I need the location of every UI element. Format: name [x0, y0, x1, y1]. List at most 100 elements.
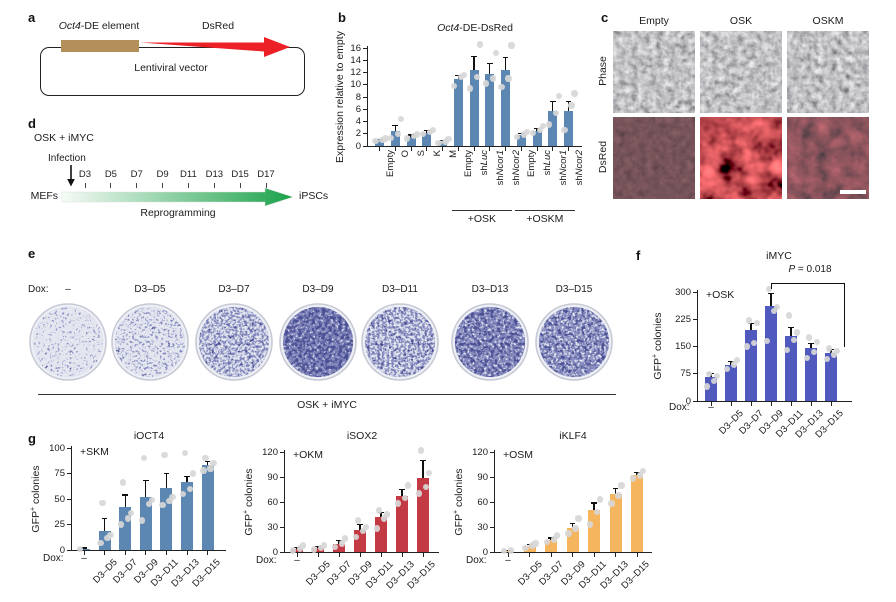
b-yticklabel-10: 10	[350, 79, 361, 91]
g1-point	[107, 531, 114, 538]
mefs-label: MEFs	[30, 190, 58, 202]
f-point	[753, 319, 761, 327]
g3-ytick	[490, 476, 494, 478]
g2-xlabel-0: –	[294, 555, 300, 566]
b-point	[372, 137, 379, 145]
reprogramming-arrow	[61, 187, 294, 207]
b-ytick	[363, 108, 367, 110]
b-errorcap-8	[502, 56, 509, 58]
f-point	[733, 357, 741, 364]
f-point	[783, 346, 791, 354]
timeline-tick	[110, 183, 112, 188]
g2-yticklabel-60: 60	[267, 496, 278, 508]
g3-point	[575, 515, 582, 522]
g2-dox-label: Dox:	[256, 555, 277, 566]
g1-point	[125, 515, 132, 522]
g3-errorcap-5	[612, 488, 619, 490]
g2-point	[352, 533, 360, 541]
group-underline-e	[38, 394, 616, 396]
g3-point	[636, 472, 644, 479]
dish-image-2	[195, 303, 273, 381]
b-point	[524, 128, 531, 136]
f-ytick	[693, 318, 697, 320]
g3-xtick	[550, 553, 552, 557]
g1-yticklabel-50: 50	[54, 493, 65, 505]
timeline-tick	[265, 183, 267, 188]
g3-xtick	[636, 553, 638, 557]
timeline-day-D17: D17	[257, 169, 275, 180]
b-bar-8	[501, 70, 510, 146]
b-errorbar-6	[473, 56, 475, 71]
f-point	[763, 337, 771, 345]
b-xtick	[536, 147, 538, 151]
g1-point	[140, 455, 147, 462]
f-point	[713, 373, 721, 380]
b-group-line-+OSKM	[515, 210, 575, 212]
b-xtick	[394, 147, 396, 151]
g3-point	[553, 532, 561, 539]
g1-point	[99, 499, 106, 507]
g3-bar-6	[631, 475, 643, 552]
b-group-label-+OSK: +OSK	[467, 213, 497, 225]
oct4-de-element-label: Oct4-DE element	[58, 20, 140, 32]
g2-errorcap-5	[399, 489, 405, 491]
timeline-day-D5: D5	[104, 169, 117, 180]
phase-image-Empty	[613, 31, 695, 113]
b-point	[473, 73, 481, 80]
f-point	[810, 348, 818, 356]
f-yticklabel-300: 300	[675, 286, 691, 298]
f-point	[833, 347, 841, 355]
g3-bar-4	[588, 510, 600, 552]
g1-point	[76, 545, 84, 553]
f-point	[730, 361, 738, 368]
g1-point	[210, 460, 217, 467]
timeline-day-D9: D9	[156, 169, 169, 180]
g2-point	[354, 517, 362, 524]
g1-point	[169, 493, 176, 501]
g3-yticklabel-60: 60	[477, 496, 488, 508]
b-bar-12	[564, 111, 573, 146]
g2-point	[380, 515, 388, 522]
g2-xtick	[401, 553, 403, 557]
f-errorbar-3	[770, 293, 772, 306]
b-ytick	[363, 84, 367, 86]
g1-point	[200, 467, 207, 474]
g1-errorcap-4	[163, 473, 170, 475]
g2-errorbar-6	[422, 460, 424, 478]
f-point	[743, 343, 751, 350]
b-y-axis	[367, 46, 369, 147]
g3-ytick	[490, 501, 494, 503]
b-errorbar-8	[504, 57, 507, 71]
g1-point	[202, 455, 209, 462]
b-group-line-+OSK	[452, 210, 512, 212]
f-errorbar-4	[790, 327, 792, 336]
b-errorcap-11	[549, 100, 556, 102]
dish-image-6	[535, 303, 613, 381]
g3-yticklabel-30: 30	[477, 521, 488, 533]
g1-yticklabel-75: 75	[54, 468, 65, 479]
timeline-day-D11: D11	[180, 169, 197, 180]
f-errorbar-5	[810, 343, 812, 349]
oct4-de-element-rect	[61, 40, 139, 52]
b-yticklabel-4: 4	[355, 116, 361, 127]
g3-ytick	[490, 451, 494, 453]
b-point	[403, 135, 411, 142]
g2-point	[383, 511, 391, 518]
g2-bar-2	[333, 543, 345, 552]
g1-ytick	[67, 524, 71, 526]
f-point	[705, 370, 713, 377]
f-xtick	[710, 402, 712, 406]
g2-ytick	[280, 526, 284, 528]
f-point	[770, 307, 778, 315]
b-bar-5	[453, 79, 463, 146]
g3-errorbar-4	[593, 502, 595, 511]
g3-point	[532, 540, 539, 547]
b-bar-9	[516, 134, 526, 146]
f-ytick	[693, 373, 697, 375]
g1-point	[161, 451, 168, 459]
g2-errorbar-3	[359, 524, 361, 530]
g2-errorcap-6	[420, 459, 426, 462]
timeline-day-D7: D7	[130, 169, 143, 180]
dish-label-2: D3–D7	[218, 284, 250, 295]
g1-xtick	[145, 551, 147, 555]
